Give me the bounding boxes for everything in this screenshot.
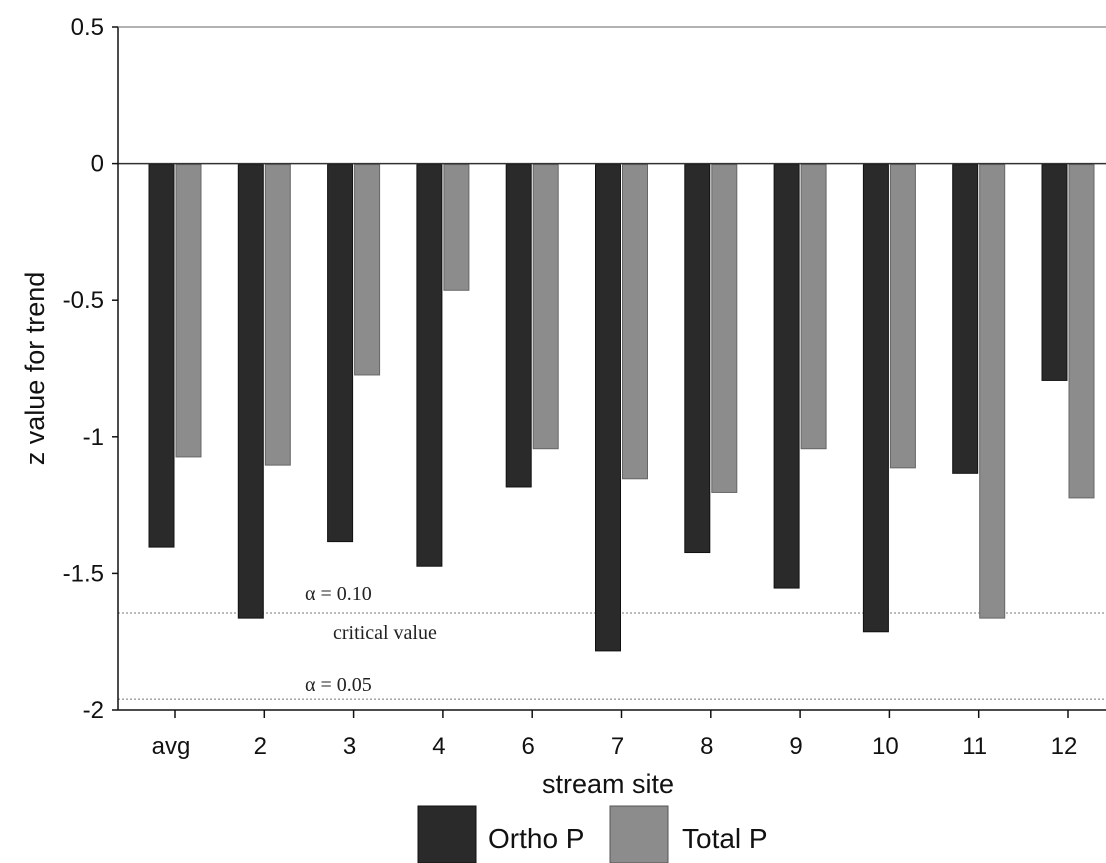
- bar-ortho-p-8: [684, 164, 711, 554]
- bar-total-p-3: [354, 164, 381, 376]
- legend-swatch-ortho-p: [417, 805, 477, 863]
- y-tick-label: -1: [83, 424, 104, 451]
- x-tick-label: 4: [432, 733, 445, 760]
- y-tick-label: 0.5: [71, 14, 104, 41]
- bar-total-p-7: [622, 164, 648, 480]
- bar-total-p-avg: [175, 164, 202, 458]
- x-tick-label: 6: [522, 733, 535, 760]
- bar-ortho-p-3: [327, 164, 354, 543]
- x-tick-label: 2: [254, 733, 267, 760]
- bar-total-p-8: [711, 164, 738, 493]
- x-tick-label: 8: [700, 733, 713, 760]
- bar-total-p-10: [889, 164, 916, 469]
- x-tick-labels: avg 2 3 4 6 7 8 9 10 11 12: [152, 710, 1078, 760]
- y-axis-title: z value for trend: [20, 272, 50, 466]
- x-axis-title: stream site: [542, 769, 674, 799]
- bar-ortho-p-11: [952, 164, 979, 474]
- x-tick-label: 10: [872, 733, 899, 760]
- bars: [148, 164, 1095, 652]
- legend-swatch-total-p: [609, 805, 669, 863]
- y-tick-label: 0: [91, 151, 104, 178]
- bar-ortho-p-9: [773, 164, 800, 589]
- y-tick-label: -0.5: [63, 287, 104, 314]
- bar-ortho-p-7: [595, 164, 621, 652]
- bar-ortho-p-6: [505, 164, 532, 488]
- alpha-005-label: α = 0.05: [305, 674, 372, 696]
- legend-label-ortho-p: Ortho P: [488, 823, 584, 854]
- bar-ortho-p-4: [416, 164, 443, 567]
- critical-value-label: critical value: [333, 622, 437, 644]
- bar-total-p-2: [264, 164, 291, 466]
- bar-total-p-11: [979, 164, 1006, 619]
- bar-ortho-p-12: [1041, 164, 1068, 381]
- x-tick-label: avg: [152, 733, 191, 760]
- x-tick-label: 9: [789, 733, 802, 760]
- bar-ortho-p-10: [862, 164, 889, 633]
- x-tick-label: 11: [962, 733, 987, 760]
- bar-ortho-p-2: [237, 164, 264, 619]
- y-tick-label: -2: [83, 697, 104, 724]
- legend: Ortho P Total P: [417, 805, 768, 863]
- legend-label-total-p: Total P: [682, 823, 768, 854]
- bar-ortho-p-avg: [148, 164, 175, 548]
- bar-total-p-6: [532, 164, 559, 450]
- alpha-010-label: α = 0.10: [305, 583, 372, 605]
- x-tick-label: 12: [1051, 733, 1078, 760]
- bar-total-p-4: [443, 164, 470, 291]
- bar-total-p-9: [800, 164, 827, 450]
- x-tick-label: 3: [343, 733, 356, 760]
- bar-total-p-12: [1068, 164, 1095, 499]
- y-tick-label: -1.5: [63, 560, 104, 587]
- y-tick-labels: 0.5 0 -0.5 -1 -1.5 -2: [63, 14, 118, 724]
- x-tick-label: 7: [611, 733, 624, 760]
